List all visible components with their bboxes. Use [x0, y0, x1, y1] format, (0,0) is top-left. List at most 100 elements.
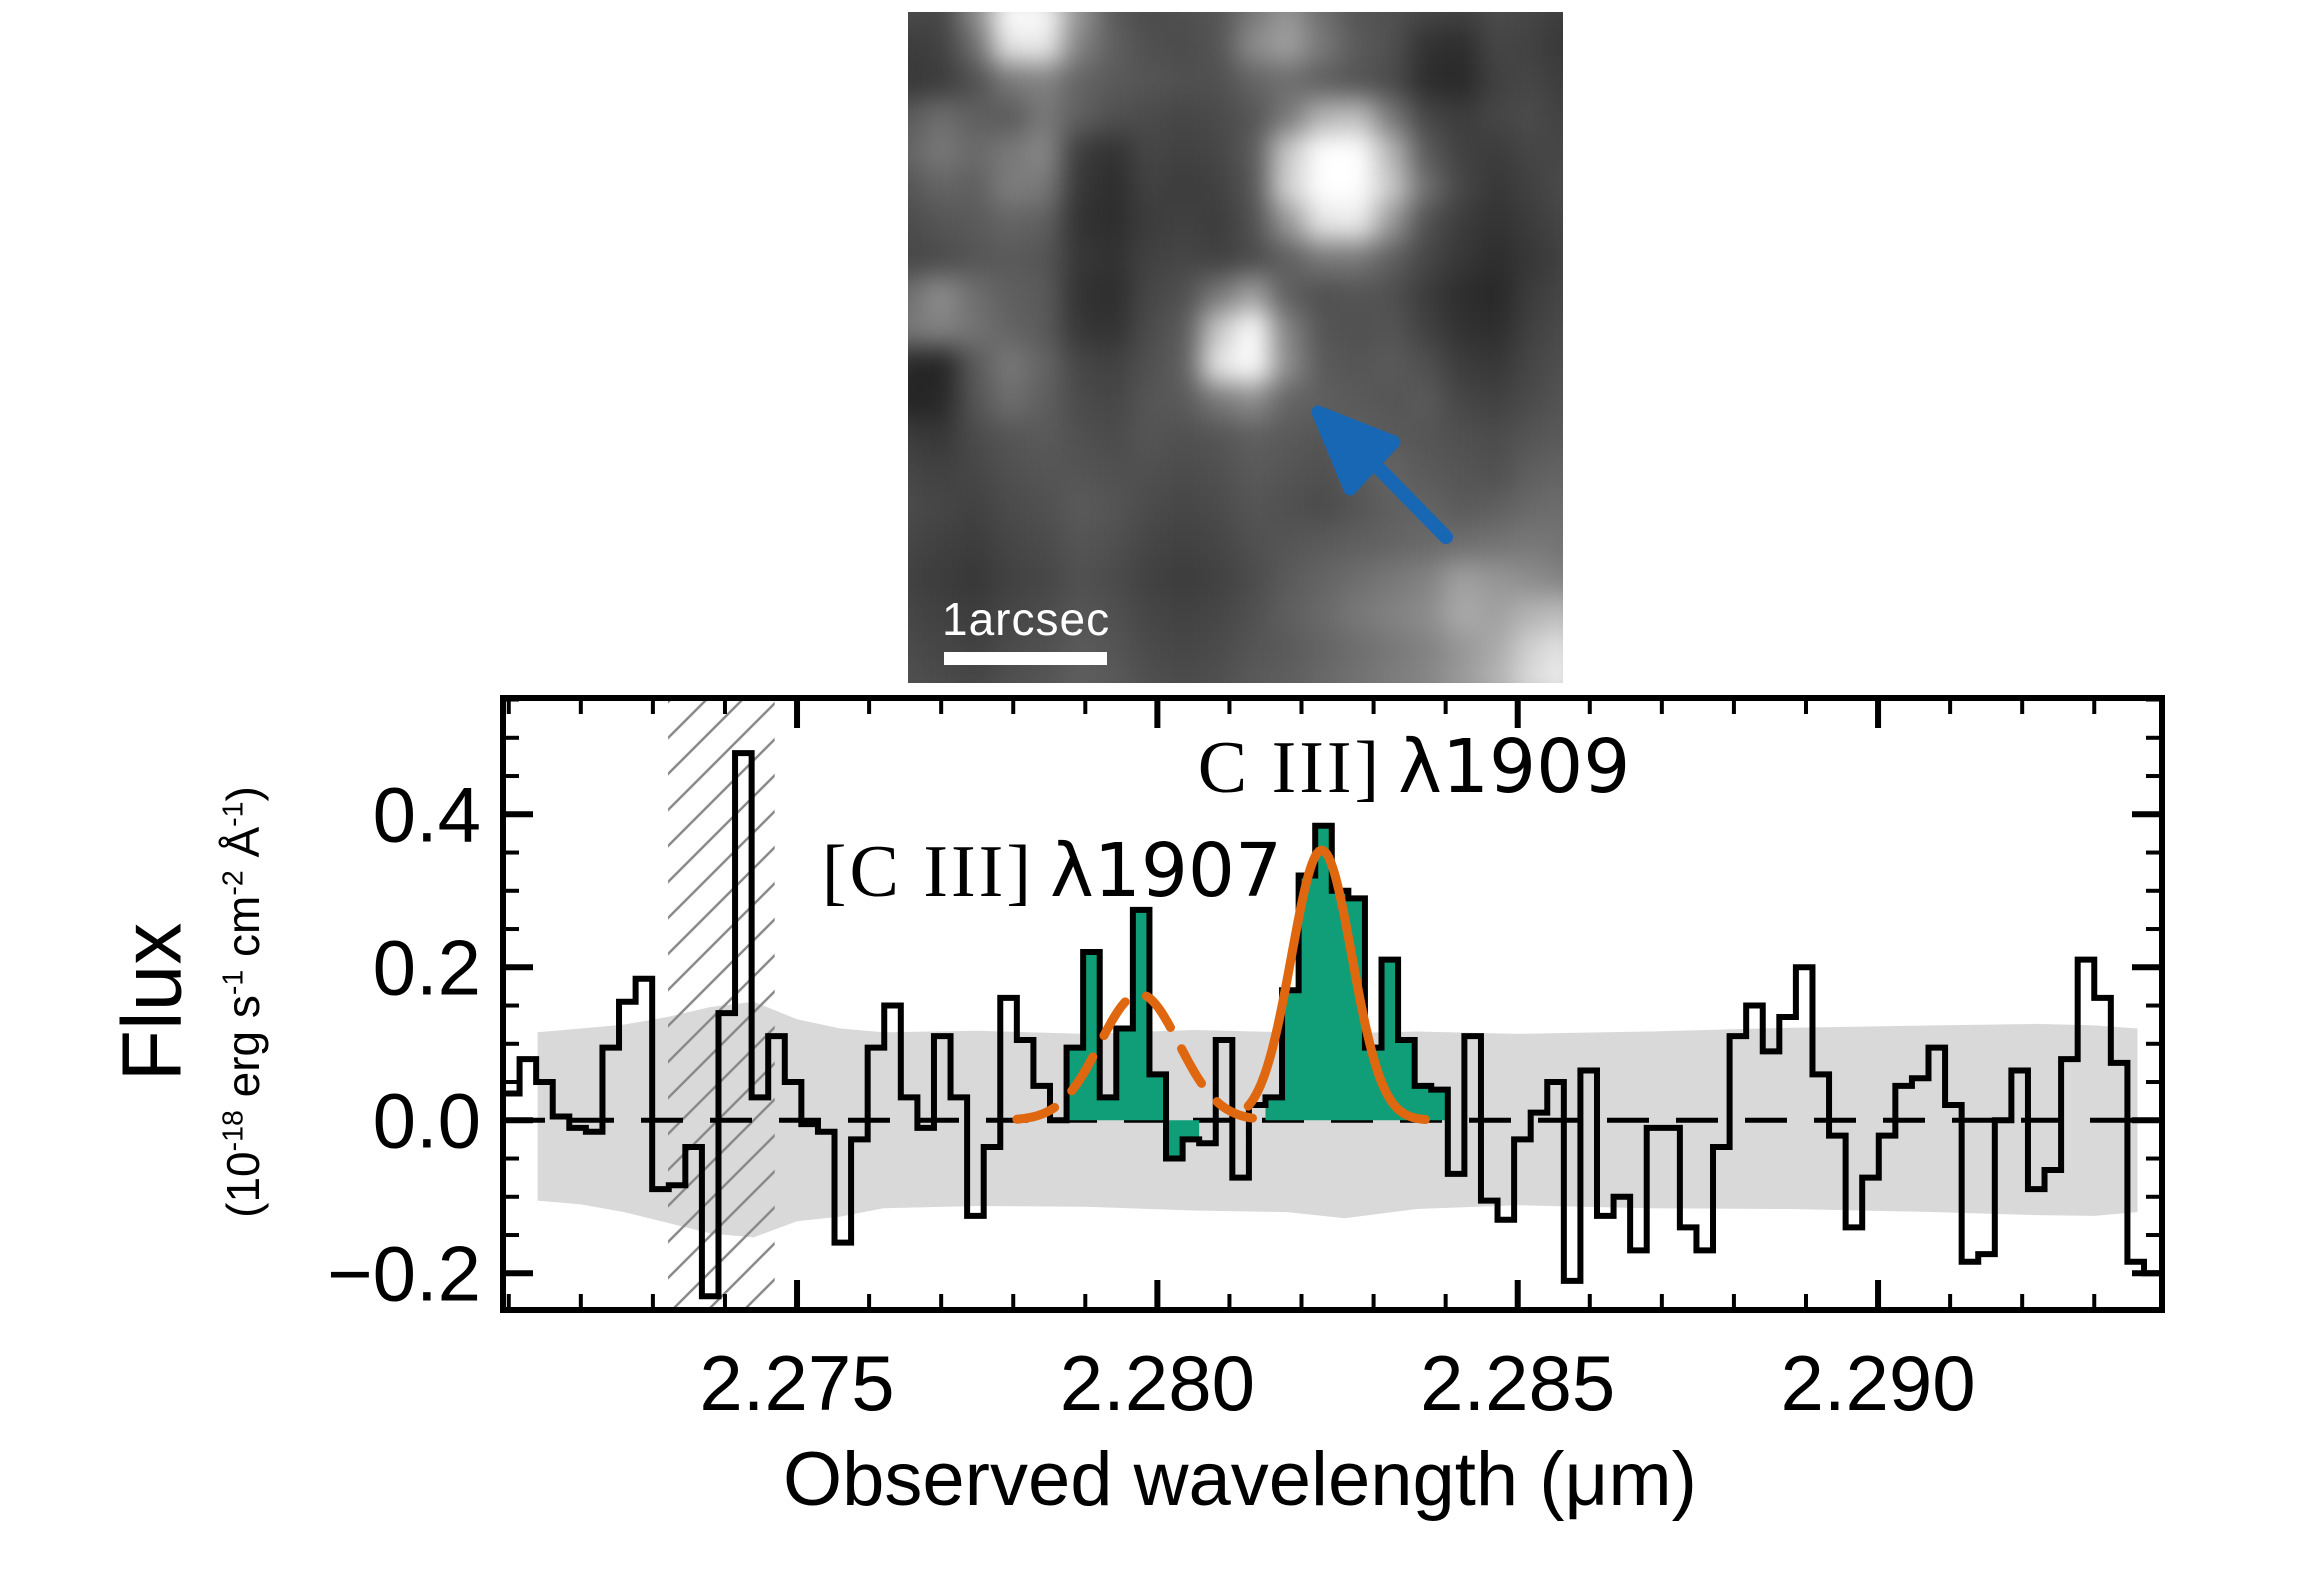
cutout-pixel [1131, 169, 1166, 206]
cutout-pixel [1061, 27, 1097, 64]
cutout-pixel [1409, 240, 1444, 277]
spectrum-histogram [503, 750, 2161, 1300]
cutout-pixel [1305, 525, 1340, 561]
cutout-pixel [1374, 667, 1410, 683]
cutout-pixel [1061, 383, 1097, 419]
cutout-pixel [1513, 667, 1549, 683]
cutout-pixel [1374, 383, 1410, 419]
cutout-pixel [922, 525, 958, 561]
cutout-pixel [922, 560, 958, 597]
y-axis-units-part: erg s [217, 995, 269, 1111]
cutout-pixel [1235, 12, 1271, 28]
cutout-pixel [1409, 205, 1444, 241]
cutout-pixel [1305, 134, 1340, 170]
cutout-pixel [1548, 276, 1563, 312]
source-arrow-head [1311, 405, 1401, 496]
x-axis-title: Observed wavelength (μm) [783, 1437, 1697, 1522]
cutout-pixel [1444, 169, 1479, 206]
cutout-pixel [1374, 596, 1410, 632]
cutout-pixel [1444, 489, 1479, 526]
cutout-pixel [1305, 489, 1340, 526]
cutout-pixel [992, 596, 1027, 632]
cutout-pixel [1061, 667, 1097, 683]
cutout-pixel [1270, 667, 1305, 683]
cutout-pixel [1131, 667, 1166, 683]
cutout-pixel [992, 134, 1027, 170]
cutout-pixel [908, 276, 923, 312]
cutout-pixel [1444, 667, 1479, 683]
cutout-pixel [1096, 12, 1132, 28]
cutout-pixel [1305, 276, 1340, 312]
cutout-pixel [1096, 596, 1132, 632]
cutout-pixel [1374, 347, 1410, 384]
cutout-pixel [992, 98, 1027, 135]
cutout-pixel [957, 311, 993, 348]
cutout-pixel [1131, 276, 1166, 312]
cutout-pixel [1305, 667, 1340, 683]
cutout-pixel [1166, 383, 1201, 419]
cutout-pixel [992, 454, 1027, 490]
cutout-pixel [908, 98, 923, 135]
cutout-pixel [1270, 63, 1305, 99]
cutout-pixel [1131, 454, 1166, 490]
cutout-pixel [1061, 560, 1097, 597]
cutout-pixel [1513, 383, 1549, 419]
y-axis-units-part: cm [217, 895, 269, 970]
cutout-pixel [1131, 240, 1166, 277]
cutout-pixel [1305, 311, 1340, 348]
cutout-pixel [1027, 240, 1062, 277]
cutout-pixel [908, 560, 923, 597]
cutout-pixel [1409, 418, 1444, 455]
cutout-pixel [957, 596, 993, 632]
line-label-1909-prefix: C III] [1197, 727, 1383, 809]
cutout-pixel [1131, 311, 1166, 348]
cutout-pixel [1444, 276, 1479, 312]
cutout-pixel [1061, 240, 1097, 277]
cutout-pixel [992, 276, 1027, 312]
cutout-pixel [1444, 98, 1479, 135]
cutout-pixel [1131, 98, 1166, 135]
cutout-pixel [1166, 667, 1201, 683]
cutout-pixel [1374, 98, 1410, 135]
cutout-pixel [1478, 418, 1514, 455]
cutout-pixel [1548, 347, 1563, 384]
cutout-pixel [1027, 169, 1062, 206]
cutout-pixel [922, 347, 958, 384]
cutout-pixel [1305, 205, 1340, 241]
cutout-pixel [1305, 240, 1340, 277]
cutout-pixel [1444, 311, 1479, 348]
cutout-pixel [1513, 240, 1549, 277]
cutout-pixel [1200, 454, 1236, 490]
cutout-pixel [1478, 347, 1514, 384]
cutout-pixel [1166, 98, 1201, 135]
y-tick-label: −0.2 [327, 1229, 481, 1317]
cutout-pixel [1305, 560, 1340, 597]
y-axis-units-part: -18 [217, 1110, 250, 1152]
cutout-pixel [1478, 205, 1514, 241]
cutout-pixel [1027, 205, 1062, 241]
cutout-pixel [1478, 525, 1514, 561]
cutout-pixel [1200, 240, 1236, 277]
cutout-pixel [1131, 631, 1166, 668]
cutout-pixel [1339, 631, 1375, 668]
cutout-pixel [1061, 205, 1097, 241]
cutout-pixel [1027, 489, 1062, 526]
cutout-pixel [908, 454, 923, 490]
cutout-pixel [992, 418, 1027, 455]
cutout-pixel [992, 205, 1027, 241]
cutout-pixel [992, 489, 1027, 526]
cutout-pixel [1548, 525, 1563, 561]
cutout-pixel [1096, 418, 1132, 455]
cutout-pixel [957, 347, 993, 384]
cutout-pixel [1374, 12, 1410, 28]
line-label-1907-prefix: [C III] [821, 831, 1034, 913]
cutout-pixel [1027, 454, 1062, 490]
cutout-pixel [957, 276, 993, 312]
cutout-pixel [1339, 311, 1375, 348]
cutout-pixel [1270, 98, 1305, 135]
cutout-pixel [1200, 205, 1236, 241]
cutout-pixel [1478, 98, 1514, 135]
cutout-pixel [1200, 560, 1236, 597]
cutout-pixel [1027, 27, 1062, 64]
